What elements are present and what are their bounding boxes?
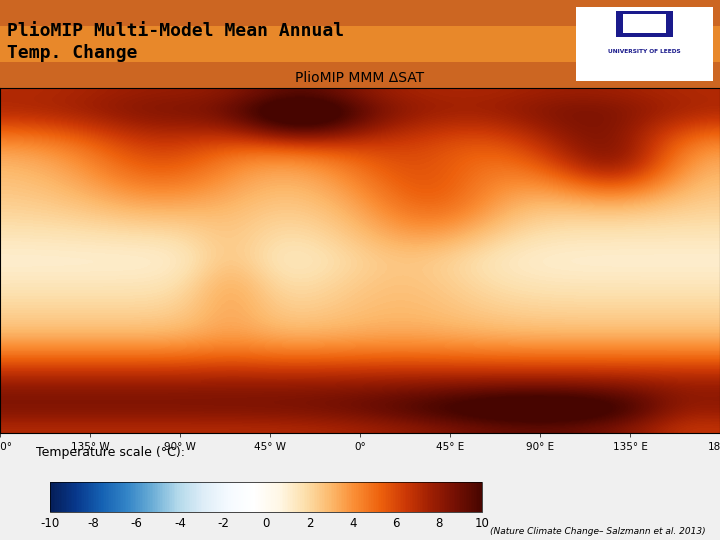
Bar: [616, 11, 673, 37]
Text: (Nature Climate Change– Salzmann et al. 2013): (Nature Climate Change– Salzmann et al. …: [490, 526, 706, 536]
Bar: [576, 7, 713, 81]
Bar: [0, 26, 720, 62]
Text: Temperature scale (°C):: Temperature scale (°C):: [36, 446, 185, 459]
Text: PlioMIP Multi-Model Mean Annual
Temp. Change: PlioMIP Multi-Model Mean Annual Temp. Ch…: [7, 22, 344, 62]
Text: n: n: [636, 15, 652, 35]
Text: UNIVERSITY OF LEEDS: UNIVERSITY OF LEEDS: [608, 49, 680, 53]
Title: PlioMIP MMM ΔSAT: PlioMIP MMM ΔSAT: [295, 71, 425, 85]
Bar: [623, 14, 666, 33]
